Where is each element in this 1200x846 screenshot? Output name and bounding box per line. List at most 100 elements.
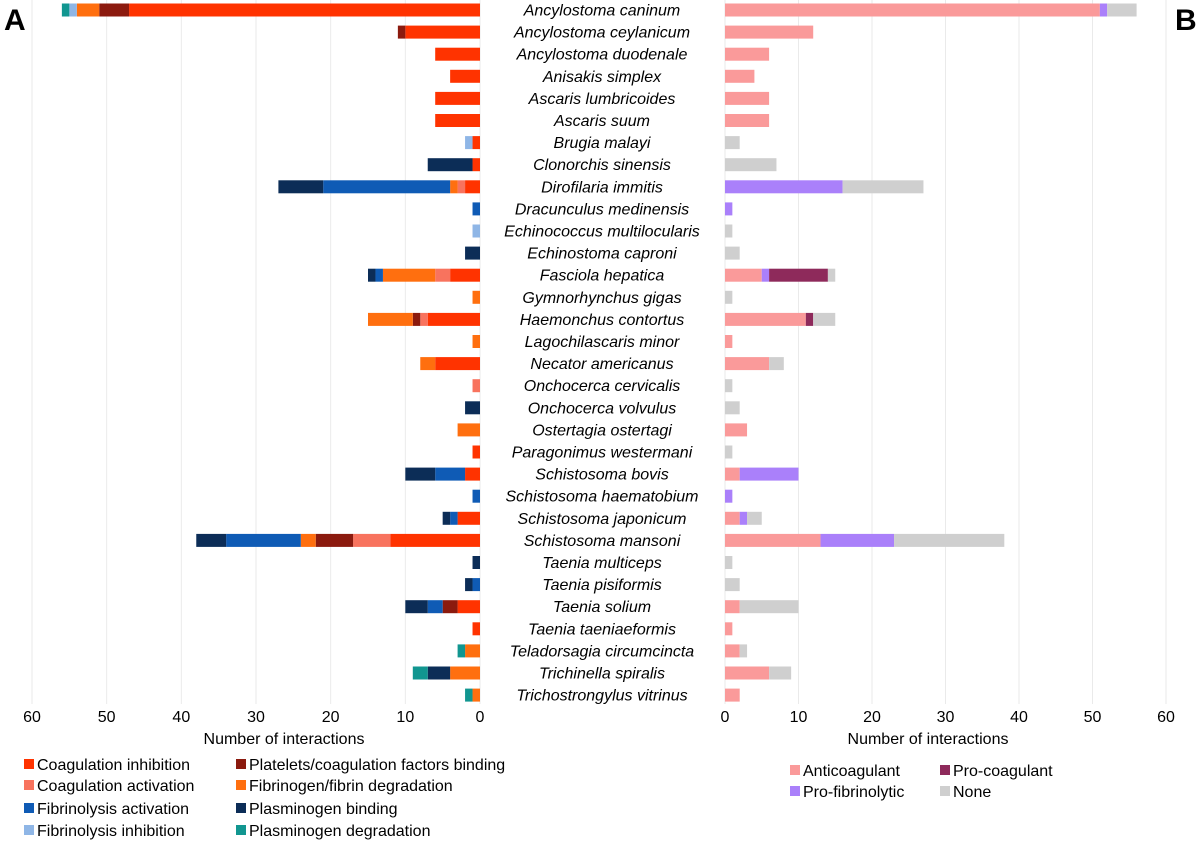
bar-b-pro-fibrinolytic [761,268,770,282]
bar-a-plasminogen-binding [278,180,324,194]
bar-b-pro-fibrinolytic [1099,3,1108,17]
species-label: Paragonimus westermani [512,445,693,462]
legend-b-label-pro-fibrinolytic: Pro-fibrinolytic [803,784,904,801]
bar-b-none [725,556,733,569]
bar-a-plasminogen-degradation [457,644,466,658]
bar-b-anticoagulant [725,644,740,658]
panel-b-bars [725,3,1137,702]
bar-a-plasminogen-degradation [412,666,428,680]
species-label: Trichinella spiralis [539,666,665,683]
bar-a-fibrinolysis-activation [323,180,451,194]
bar-a-coagulation-inhibition [450,268,480,282]
bar-a-plasminogen-degradation [61,3,70,17]
legend-a-label-plasminogen-degradation: Plasminogen degradation [249,823,430,840]
bar-b-pro-coagulant [805,312,814,326]
bar-a-fibrinolysis-inhibition [465,136,473,150]
legend-a-swatch-fibrinolysis-activation [24,803,34,813]
bar-a-plasminogen-binding [405,467,436,481]
species-label: Echinococcus multilocularis [504,224,700,241]
bar-a-fibrinogen-fibrin-degradation [420,357,436,371]
bar-a-fibrinogen-fibrin-degradation [382,268,436,282]
bar-a-fibrinolysis-activation [450,511,458,525]
bar-a-coagulation-activation [435,268,451,282]
bar-b-anticoagulant [725,335,733,348]
species-label: Ostertagia ostertagi [532,422,672,439]
species-label: Taenia multiceps [542,555,661,572]
panel-a-tick-label: 10 [396,709,414,726]
bar-a-coagulation-activation [457,180,466,194]
panel-a-tick-labels: 60 50 40 30 20 10 0 [23,709,484,726]
bar-b-none [739,644,748,658]
bar-a-fibrinolysis-inhibition [472,224,480,238]
bar-a-fibrinogen-fibrin-degradation [450,180,458,194]
species-label: Ascaris suum [553,113,650,130]
bar-a-plasminogen-binding [196,533,227,547]
species-label: Dirofilaria immitis [541,179,663,196]
bar-a-fibrinogen-fibrin-degradation [300,533,316,547]
species-label: Schistosoma japonicum [518,511,687,528]
bar-b-anticoagulant [725,69,755,83]
bar-b-pro-coagulant [769,268,828,282]
bar-a-coagulation-activation [353,533,391,547]
panel-b-tick-labels: 0 10 20 30 40 50 60 [721,709,1175,726]
legend-b-label-none: None [953,784,991,801]
bar-a-plasminogen-binding [472,556,480,569]
bar-a-fibrinogen-fibrin-degradation [472,290,480,304]
bar-a-coagulation-inhibition [472,622,480,636]
bar-b-none [813,312,836,326]
bar-b-pro-fibrinolytic [725,202,733,216]
bar-a-fibrinogen-fibrin-degradation [450,666,480,680]
bar-a-fibrinolysis-activation [472,578,480,592]
legend-b-swatch-none [940,786,950,796]
bar-b-pro-fibrinolytic [739,467,799,481]
bar-b-none [725,224,733,238]
bar-b-none [725,578,740,592]
bar-a-platelets-coagulation-factors-binding [397,25,406,39]
bar-a-coagulation-inhibition [457,600,480,614]
species-label: Fasciola hepatica [540,268,665,285]
legend-b-swatch-anticoagulant [790,765,800,775]
species-labels: Ancylostoma caninum Ancylostoma ceylanicu… [504,3,700,705]
panel-a-tick-label: 50 [98,709,116,726]
panel-b-tick-label: 30 [937,709,955,726]
bar-a-plasminogen-binding [442,511,451,525]
bar-b-none [725,401,740,415]
panel-a-tick-label: 0 [476,709,485,726]
species-label: Ascaris lumbricoides [528,91,676,108]
species-label: Onchocerca cervicalis [524,378,681,395]
bar-a-coagulation-inhibition [435,47,480,61]
panel-b-tick-label: 20 [863,709,881,726]
bar-a-fibrinolysis-activation [375,268,383,282]
legend-a-label-fibrinolysis-inhibition: Fibrinolysis inhibition [37,823,185,840]
bar-b-anticoagulant [725,3,1100,17]
legend-a-swatch-platelets-coagulation-factors-binding [236,759,246,769]
bar-a-fibrinolysis-activation [472,489,480,503]
bar-a-fibrinogen-fibrin-degradation [457,423,480,437]
legend-a-label-plasminogen-binding: Plasminogen binding [249,801,398,818]
panel-a-tick-label: 30 [247,709,265,726]
species-label: Dracunculus medinensis [515,201,689,218]
bar-b-anticoagulant [725,511,740,525]
bar-b-anticoagulant [725,622,733,636]
bar-a-coagulation-inhibition [450,69,480,83]
species-label: Echinostoma caproni [527,246,677,263]
bar-b-anticoagulant [725,91,770,105]
legend-a-label-coagulation-inhibition: Coagulation inhibition [37,757,190,774]
bar-b-anticoagulant [725,423,748,437]
bar-b-none [894,533,1005,547]
bar-b-anticoagulant [725,114,770,127]
bar-a-fibrinolysis-activation [427,600,443,614]
bar-b-anticoagulant [725,312,806,326]
species-label: Taenia taeniaeformis [528,621,676,638]
bar-b-none [725,379,733,393]
bar-b-none [725,158,777,172]
legend-b-swatch-pro-coagulant [940,765,950,775]
species-label: Brugia malayi [554,135,651,152]
species-label: Teladorsagia circumcincta [510,643,694,660]
species-label: Lagochilascaris minor [525,334,680,351]
bar-a-coagulation-activation [472,379,480,393]
bar-b-anticoagulant [725,268,762,282]
legend-a-swatch-coagulation-inhibition [24,759,34,769]
legend-a-swatch-coagulation-activation [24,780,34,790]
bar-a-coagulation-inhibition [129,3,481,17]
